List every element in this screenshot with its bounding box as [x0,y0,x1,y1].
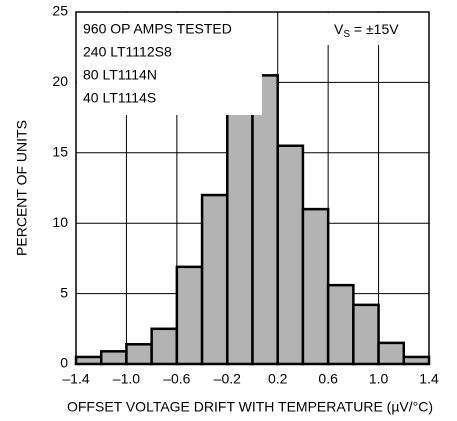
annotation: 960 OP AMPS TESTED [83,21,232,37]
x-tick-label: 1.0 [369,371,389,387]
y-axis-label: PERCENT OF UNITS [14,120,30,256]
supply-note-rest: = ±15V [350,21,399,37]
bar [175,265,204,366]
bar [150,327,179,366]
x-tick-label: 0.6 [318,371,338,387]
bar [377,341,406,366]
x-tick-label: –0.2 [214,371,241,387]
plot-frame [75,11,430,365]
x-tick-label: –1.4 [62,371,89,387]
supply-note-sub: S [343,29,350,40]
annotations: 960 OP AMPS TESTED 240 LT1112S8 80 LT1114N… [77,13,428,115]
bar [125,343,153,366]
annotation: 80 LT1114N [83,67,157,83]
x-tick-label: –1.0 [113,371,140,387]
bar [251,74,279,366]
annotation-box [77,13,262,115]
bar [352,303,380,366]
bar [301,207,330,366]
x-tick-label: –0.6 [163,371,190,387]
supply-box [322,13,428,45]
y-tick-label: 10 [52,214,68,230]
bar [200,193,229,366]
bars [74,74,431,366]
y-tick-label: 5 [60,284,68,300]
x-axis-label: OFFSET VOLTAGE DRIFT WITH TEMPERATURE (µ… [67,399,433,415]
y-tick-label: 20 [52,73,68,89]
bar [74,355,103,366]
x-tick-label: 0.2 [268,371,288,387]
bar [276,144,305,366]
supply-note-main: V [334,21,344,37]
bar [99,350,128,366]
y-tick-label: 25 [52,3,68,19]
bar [226,81,254,366]
annotation: 240 LT1112S8 [83,44,172,60]
bar [402,355,431,366]
y-tick-label: 15 [52,144,68,160]
x-tick-label: 1.4 [419,371,439,387]
annotation: 40 LT1114S [83,90,156,106]
bar [326,283,355,366]
y-tick-label: 0 [60,355,68,371]
supply-note: VS = ±15V [334,21,399,40]
